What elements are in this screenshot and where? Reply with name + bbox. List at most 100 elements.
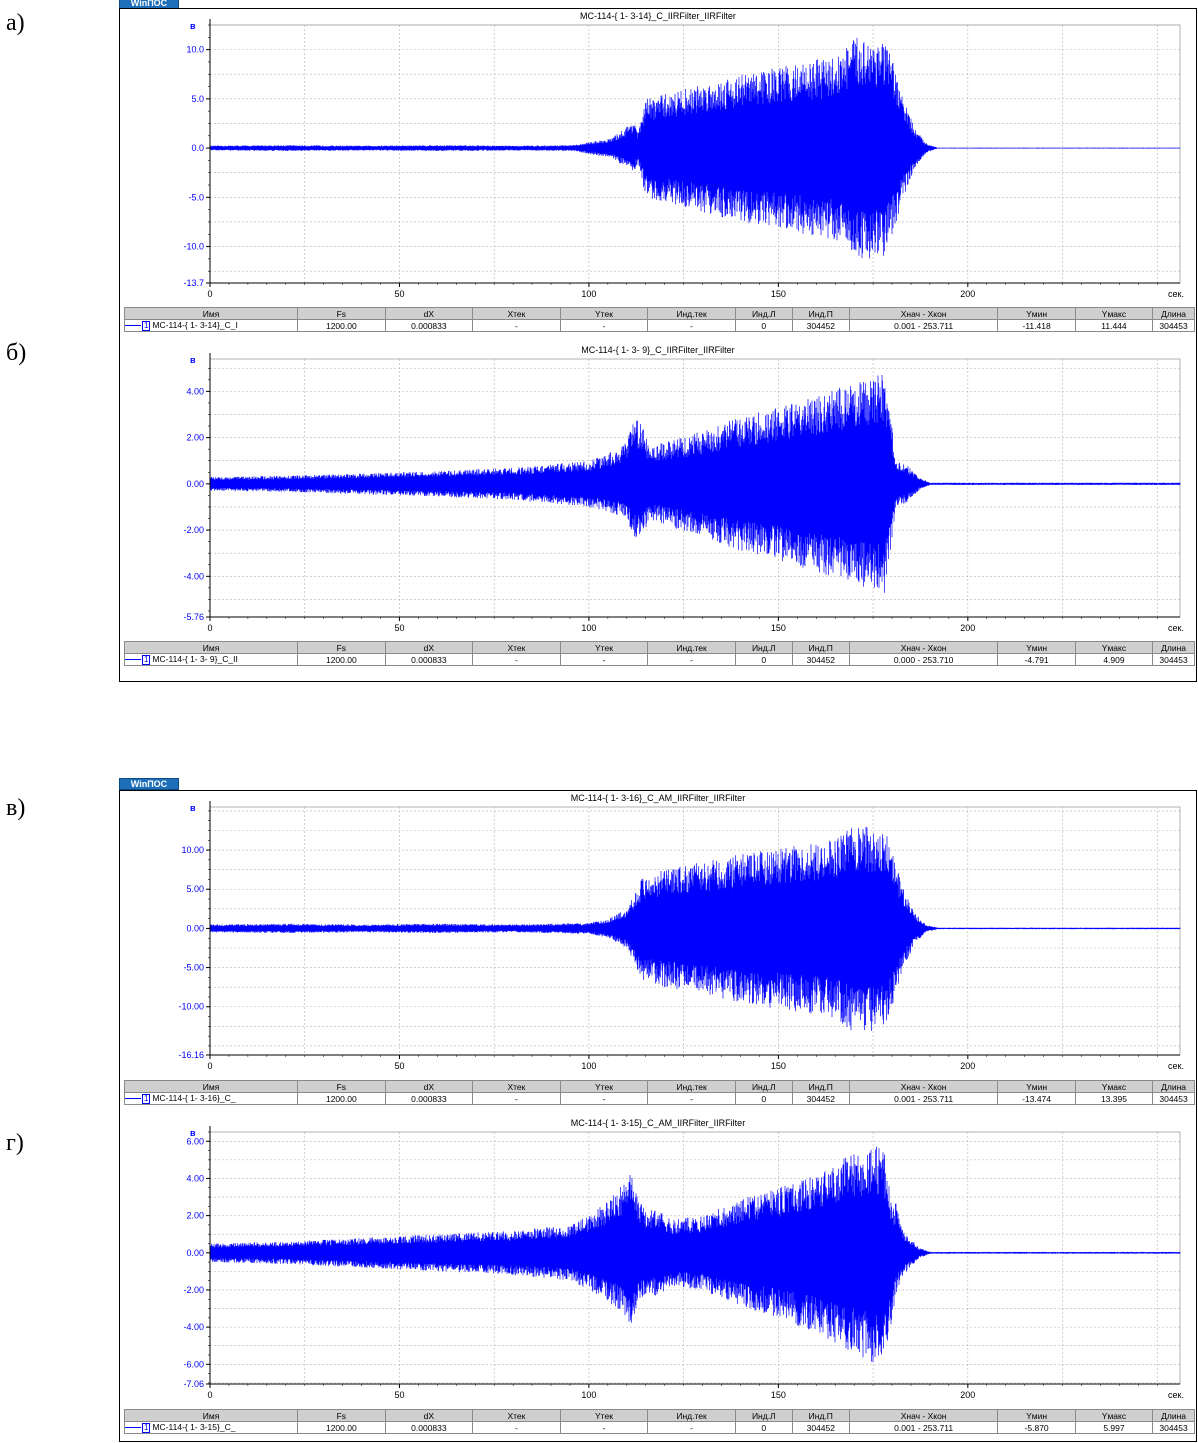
column-header[interactable]: Xтек [472, 1409, 561, 1422]
table-cell: 0.001 - 253.711 [848, 1421, 999, 1434]
column-header[interactable]: dX [384, 641, 474, 654]
y-tick-label: 10.0 [186, 45, 204, 55]
chart-panel-b: 4.00 2.00 0.00 -2.00 -4.00 -5.76 в 0 50 100 150 200… [120, 343, 1196, 641]
column-header[interactable]: Xнач - Xкон [848, 307, 999, 320]
y-tick-label: -2.00 [183, 1285, 204, 1295]
table-cell: 304453 [1152, 1421, 1195, 1434]
column-header[interactable]: Имя [123, 641, 299, 654]
column-header[interactable]: Инд.Л [734, 1409, 793, 1422]
column-header[interactable]: dX [384, 1409, 474, 1422]
y-tick-label: -2.00 [183, 525, 204, 535]
column-header[interactable]: Инд.тек [647, 307, 736, 320]
y-tick-label: -10.00 [178, 1002, 204, 1012]
x-tick-label: 50 [394, 289, 404, 299]
column-header[interactable]: Yмакс [1074, 1080, 1154, 1093]
column-header[interactable]: Имя [123, 307, 299, 320]
table-cell: 0 [734, 319, 793, 332]
channel-table-c: Имя Fs dX Xтек Yтек Инд.тек Инд.Л Инд.П Xнач - X… [123, 1080, 1195, 1105]
table-cell: 0 [734, 1092, 793, 1105]
table-cell: 0 [734, 653, 793, 666]
channel-index-badge: 1 [142, 320, 151, 331]
column-header[interactable]: Xнач - Xкон [848, 641, 999, 654]
channel-table-b: Имя Fs dX Xтек Yтек Инд.тек Инд.Л Инд.П Xнач - X… [123, 641, 1195, 666]
table-cell: 0 [734, 1421, 793, 1434]
x-tick-label: 150 [771, 1390, 786, 1400]
column-header[interactable]: Yтек [559, 1409, 649, 1422]
x-unit-label: сек. [1168, 289, 1184, 299]
table-cell: - [559, 1421, 649, 1434]
plot-window-top: 10.0 5.0 0.0 -5.0 -10.0 -13.7 в 0 50 100 150 200 сек… [119, 8, 1197, 682]
column-header[interactable]: Инд.Л [734, 1080, 793, 1093]
chart-title: MC-114-{ 1- 3-15}_C_AM_IIRFilter_IIRFilt… [570, 1118, 746, 1128]
table-cell: - [472, 653, 561, 666]
x-unit-label: сек. [1168, 623, 1184, 633]
column-header[interactable]: Xтек [472, 641, 561, 654]
column-header[interactable]: Yмин [997, 307, 1076, 320]
channel-row[interactable]: 1 MC-114-{ 1- 3- 9}_C_II 1200.00 0.000833- -… [123, 653, 1195, 666]
column-header[interactable]: Yтек [559, 307, 649, 320]
table-cell: - [472, 1092, 561, 1105]
chart-panel-c: 10.00 5.00 0.00 -5.00 -10.00 -16.16 в 0 50 100 150… [120, 791, 1196, 1089]
y-tick-label: 5.0 [191, 94, 204, 104]
column-header[interactable]: Fs [297, 1080, 386, 1093]
table-cell: - [559, 319, 649, 332]
y-tick-label: 0.00 [186, 923, 204, 933]
channel-name: MC-114-{ 1- 3- 9}_C_II [152, 654, 238, 665]
column-header[interactable]: Длина [1152, 1080, 1195, 1093]
column-header[interactable]: dX [384, 307, 474, 320]
x-tick-label: 0 [207, 1061, 212, 1071]
column-header[interactable]: Длина [1152, 641, 1195, 654]
column-header[interactable]: Инд.П [791, 1409, 850, 1422]
chart-panel-a: 10.0 5.0 0.0 -5.0 -10.0 -13.7 в 0 50 100 150 200 сек… [120, 9, 1196, 307]
column-header[interactable]: Длина [1152, 307, 1195, 320]
column-header[interactable]: Yмакс [1074, 641, 1154, 654]
column-header[interactable]: Инд.тек [647, 1080, 736, 1093]
column-header[interactable]: Длина [1152, 1409, 1195, 1422]
table-cell: 0.000 - 253.710 [848, 653, 999, 666]
column-header[interactable]: Xнач - Xкон [848, 1080, 999, 1093]
column-header[interactable]: Yтек [559, 1080, 649, 1093]
table-cell: 1200.00 [297, 319, 386, 332]
x-tick-label: 100 [581, 623, 596, 633]
y-tick-label: 0.00 [186, 479, 204, 489]
column-header[interactable]: Yмин [997, 641, 1076, 654]
column-header[interactable]: Имя [123, 1409, 299, 1422]
column-header[interactable]: Xтек [472, 307, 561, 320]
chart-svg: 6.00 4.00 2.00 0.00 -2.00 -4.00 -6.00 -7.06 в 0 50… [183, 1126, 1184, 1400]
column-header[interactable]: Инд.Л [734, 641, 793, 654]
y-tick-label: 5.00 [186, 884, 204, 894]
column-header[interactable]: Инд.Л [734, 307, 793, 320]
channel-table-a: Имя Fs dX Xтек Yтек Инд.тек Инд.Л Инд.П Xнач - X… [123, 307, 1195, 332]
y-axis-label: в [190, 1128, 196, 1138]
column-header[interactable]: dX [384, 1080, 474, 1093]
channel-row[interactable]: 1 MC-114-{ 1- 3-15}_C_ 1200.00 0.000833- - -0… [123, 1421, 1195, 1434]
column-header[interactable]: Инд.П [791, 1080, 850, 1093]
channel-row[interactable]: 1 MC-114-{ 1- 3-14}_C_I 1200.00 0.000833- - -… [123, 319, 1195, 332]
column-header[interactable]: Fs [297, 641, 386, 654]
column-header[interactable]: Yмакс [1074, 1409, 1154, 1422]
column-header[interactable]: Yмин [997, 1080, 1076, 1093]
column-header[interactable]: Инд.тек [647, 641, 736, 654]
column-header[interactable]: Yтек [559, 641, 649, 654]
chart-title: MC-114-{ 1- 3-16}_C_AM_IIRFilter_IIRFilt… [570, 793, 746, 803]
column-header[interactable]: Yмакс [1074, 307, 1154, 320]
channel-row[interactable]: 1 MC-114-{ 1- 3-16}_C_ 1200.00 0.000833- - -0… [123, 1092, 1195, 1105]
column-header[interactable]: Yмин [997, 1409, 1076, 1422]
chart-title: MC-114-{ 1- 3-14}_C_IIRFilter_IIRFilter [580, 11, 736, 21]
series-line-icon [125, 1098, 141, 1100]
column-header[interactable]: Инд.тек [647, 1409, 736, 1422]
x-tick-label: 0 [207, 623, 212, 633]
y-axis-label: в [190, 21, 196, 31]
column-header[interactable]: Инд.П [791, 307, 850, 320]
table-cell: 304452 [791, 653, 850, 666]
column-header[interactable]: Fs [297, 1409, 386, 1422]
column-header[interactable]: Xнач - Xкон [848, 1409, 999, 1422]
column-header[interactable]: Fs [297, 307, 386, 320]
y-tick-label: 0.00 [186, 1248, 204, 1258]
x-tick-label: 200 [960, 623, 975, 633]
table-header-row: Имя Fs dX Xтек Yтек Инд.тек Инд.Л Инд.П Xнач - X… [123, 1409, 1195, 1422]
column-header[interactable]: Инд.П [791, 641, 850, 654]
column-header[interactable]: Имя [123, 1080, 299, 1093]
column-header[interactable]: Xтек [472, 1080, 561, 1093]
y-tick-label: 4.00 [186, 386, 204, 396]
